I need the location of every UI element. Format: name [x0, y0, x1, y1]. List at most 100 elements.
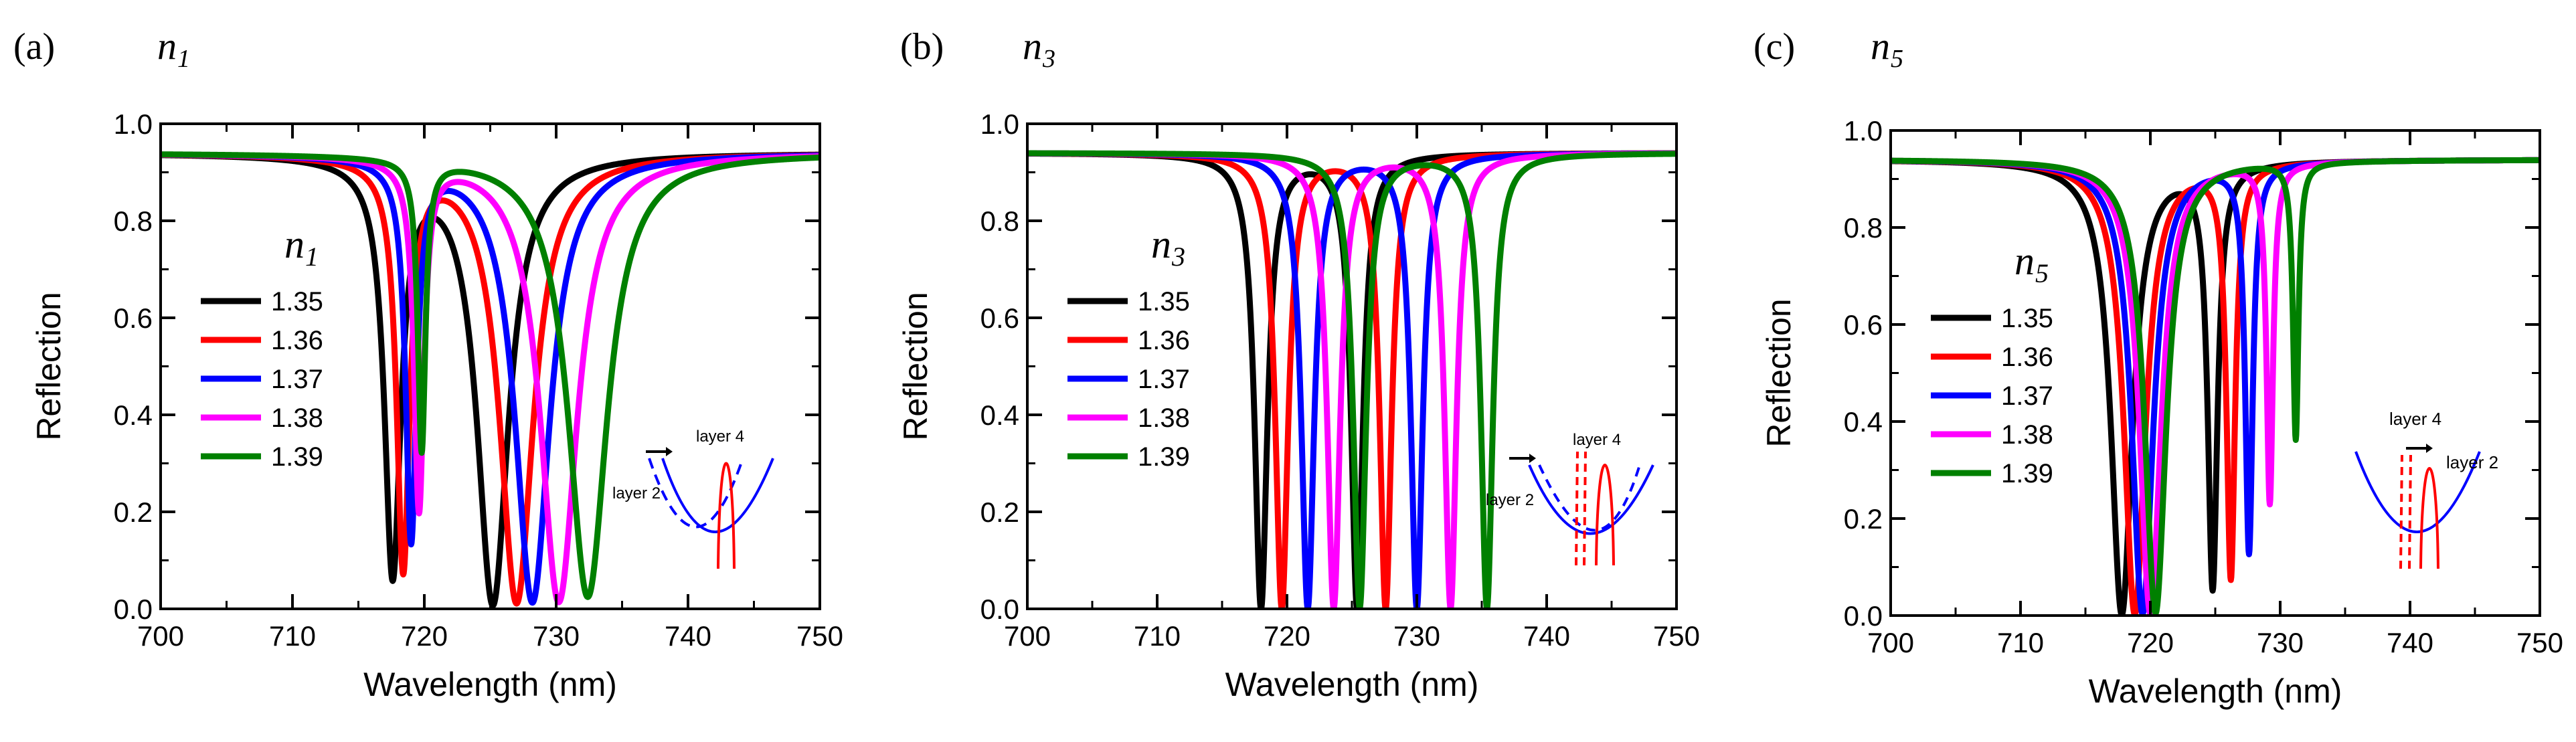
y-tick-label: 0.4 — [980, 399, 1019, 431]
shifted-mode — [1575, 451, 1587, 566]
y-tick-label: 0.8 — [1844, 212, 1883, 244]
variable-subscript: 5 — [1891, 45, 1903, 73]
potential-well — [1528, 464, 1654, 535]
variable-subscript: 3 — [1042, 45, 1055, 73]
legend-title-subscript: 5 — [2035, 258, 2049, 288]
x-tick-label: 740 — [665, 620, 711, 652]
y-tick-label: 0.0 — [1844, 600, 1883, 632]
series-group — [1027, 150, 1677, 609]
legend-label: 1.39 — [2001, 459, 2053, 488]
inset-label-layer2: layer 2 — [2446, 452, 2498, 472]
series-group — [161, 151, 820, 609]
panel-letter: (a) — [13, 26, 55, 68]
legend-label: 1.35 — [1138, 287, 1190, 316]
y-axis-label: Reflection — [897, 292, 934, 440]
arrowhead-icon — [2426, 444, 2433, 453]
legend-label: 1.38 — [2001, 420, 2053, 450]
x-tick-label: 740 — [2387, 627, 2433, 658]
shifted-mode — [2399, 454, 2412, 569]
inset-label-layer4: layer 4 — [696, 428, 744, 446]
legend-label: 1.35 — [2001, 304, 2053, 333]
legend-label: 1.35 — [271, 287, 323, 316]
y-tick-label: 1.0 — [980, 108, 1019, 140]
x-tick-label: 720 — [2127, 627, 2174, 658]
legend-label: 1.37 — [1138, 365, 1190, 394]
legend-label: 1.38 — [1138, 403, 1190, 433]
y-tick-label: 0.2 — [1844, 503, 1883, 535]
inset-schematic: layer 4 layer 2 — [2354, 409, 2498, 569]
legend-label: 1.36 — [271, 326, 323, 355]
arrowhead-icon — [666, 447, 673, 456]
legend-label: 1.39 — [271, 442, 323, 472]
x-tick-label: 710 — [1997, 627, 2044, 658]
legend-title-subscript: 1 — [305, 242, 319, 272]
inset-label-layer2: layer 2 — [1486, 491, 1534, 509]
y-tick-label: 0.4 — [114, 399, 153, 431]
shifted-well — [1538, 464, 1641, 532]
legend-label: 1.37 — [271, 365, 323, 394]
legend-title: n — [2014, 239, 2035, 283]
arrowhead-icon — [1529, 454, 1536, 463]
x-tick-label: 730 — [2257, 627, 2304, 658]
x-tick-label: 750 — [1653, 620, 1700, 652]
panel-letter: (c) — [1753, 26, 1795, 68]
potential-well — [2354, 451, 2481, 533]
legend-title: n — [284, 222, 305, 266]
y-tick-label: 0.6 — [114, 302, 153, 334]
x-axis-label: Wavelength (nm) — [363, 666, 617, 703]
x-tick-label: 700 — [137, 620, 184, 652]
y-tick-label: 0.2 — [114, 496, 153, 528]
inset-label-layer2: layer 2 — [612, 484, 661, 502]
y-tick-label: 0.6 — [1844, 309, 1883, 341]
x-tick-label: 700 — [1004, 620, 1051, 652]
y-axis-label: Reflection — [1760, 298, 1798, 447]
y-tick-label: 0.0 — [114, 593, 153, 625]
y-tick-label: 0.8 — [114, 205, 153, 237]
variable-subscript: 1 — [177, 45, 190, 73]
layer-4-mode — [2419, 467, 2439, 569]
x-tick-label: 700 — [1867, 627, 1914, 658]
y-tick-label: 0.8 — [980, 205, 1019, 237]
x-tick-label: 730 — [533, 620, 580, 652]
variable-label: n — [1871, 24, 1890, 68]
x-axis-label: Wavelength (nm) — [2089, 672, 2342, 710]
legend-label: 1.39 — [1138, 442, 1190, 472]
panel-letter: (b) — [900, 26, 944, 68]
y-tick-label: 1.0 — [1844, 115, 1883, 147]
series-line-1.39 — [161, 151, 820, 600]
legend-label: 1.36 — [1138, 326, 1190, 355]
y-tick-label: 0.2 — [980, 496, 1019, 528]
layer-4-mode — [717, 462, 736, 569]
y-tick-label: 1.0 — [114, 108, 153, 140]
inset-label-layer4: layer 4 — [2389, 409, 2441, 429]
y-axis-label: Reflection — [30, 292, 68, 440]
legend-label: 1.36 — [2001, 343, 2053, 372]
y-tick-label: 0.0 — [980, 593, 1019, 625]
x-tick-label: 740 — [1523, 620, 1570, 652]
series-line-1.39 — [1027, 150, 1677, 609]
x-tick-label: 720 — [401, 620, 448, 652]
inset-schematic: layer 4 layer 2 — [612, 428, 774, 569]
x-tick-label: 750 — [796, 620, 843, 652]
legend-label: 1.37 — [2001, 381, 2053, 411]
series-group — [1891, 157, 2540, 616]
x-axis-label: Wavelength (nm) — [1225, 666, 1479, 703]
series-line-1.39 — [1891, 157, 2540, 616]
y-tick-label: 0.4 — [1844, 406, 1883, 438]
variable-label: n — [1023, 24, 1042, 68]
x-tick-label: 710 — [269, 620, 316, 652]
legend-title: n — [1151, 222, 1171, 266]
x-tick-label: 750 — [2516, 627, 2563, 658]
x-tick-label: 720 — [1264, 620, 1310, 652]
inset-label-layer4: layer 4 — [1573, 431, 1621, 449]
x-tick-label: 730 — [1393, 620, 1440, 652]
inset-schematic: layer 4 layer 2 — [1486, 431, 1654, 566]
variable-label: n — [157, 24, 177, 68]
legend-title-subscript: 3 — [1171, 242, 1185, 272]
x-tick-label: 710 — [1134, 620, 1181, 652]
y-tick-label: 0.6 — [980, 302, 1019, 334]
